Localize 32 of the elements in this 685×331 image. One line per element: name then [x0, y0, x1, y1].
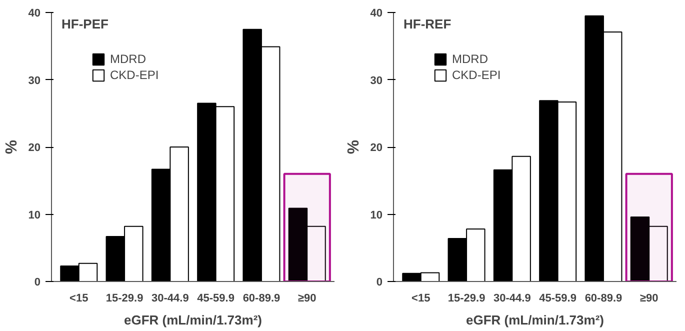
y-tick-label: 40 [370, 8, 383, 20]
y-tick-label: 0 [34, 276, 41, 288]
x-axis-title: eGFR (mL/min/1.73m²) [466, 312, 604, 328]
y-tick-label: 10 [28, 209, 41, 222]
y-axis-title: % [3, 140, 20, 154]
y-tick-label: 20 [370, 142, 383, 154]
legend-label: CKD-EPI [452, 68, 501, 82]
y-tick-label: 30 [28, 74, 41, 87]
x-tick-label: ≥90 [640, 292, 658, 304]
x-tick-label: ≥90 [298, 292, 316, 304]
y-axis-title: % [345, 140, 362, 154]
y-tick-label: 40 [28, 8, 41, 20]
legend-label: CKD-EPI [110, 68, 159, 82]
x-tick-label: <15 [412, 292, 430, 304]
legend-label: MDRD [452, 52, 488, 66]
x-tick-label: 60-89.9 [584, 292, 622, 304]
x-axis-title: eGFR (mL/min/1.73m²) [124, 312, 262, 328]
x-tick-label: 45-59.9 [197, 292, 234, 304]
chart-title: HF-REF [404, 16, 452, 32]
x-tick-label: 15-29.9 [448, 292, 486, 304]
x-tick-label: 45-59.9 [539, 292, 576, 304]
chart-title: HF-PEF [62, 16, 108, 32]
x-tick-label: 30-44.9 [152, 292, 189, 304]
y-tick-label: 0 [376, 276, 383, 288]
y-tick-label: 20 [28, 142, 41, 154]
x-tick-label: 15-29.9 [106, 292, 144, 304]
y-tick-label: 10 [370, 209, 383, 222]
legend-label: MDRD [110, 52, 146, 66]
x-tick-label: 60-89.9 [242, 292, 280, 304]
y-tick-label: 30 [370, 74, 383, 87]
x-tick-label: 30-44.9 [494, 292, 531, 304]
x-tick-label: <15 [70, 292, 88, 304]
